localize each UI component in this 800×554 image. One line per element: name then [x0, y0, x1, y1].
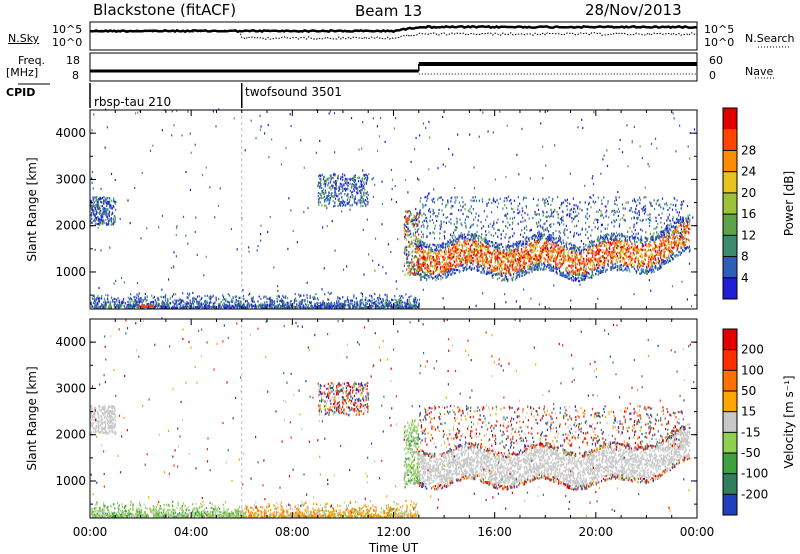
colorbar-swatch	[723, 411, 737, 433]
colorbar-tick: -100	[741, 467, 768, 481]
power-panel	[89, 107, 738, 310]
date-title: 28/Nov/2013	[585, 1, 682, 19]
colorbar-tick: 20	[741, 186, 756, 200]
nave-label: Nave	[745, 65, 774, 78]
velocity-panel	[89, 317, 738, 519]
y-tick-label: 4000	[55, 126, 86, 140]
y-tick-label: 3000	[55, 381, 86, 395]
colorbar-swatch	[723, 277, 737, 300]
freq-tick-low: 8	[72, 69, 79, 82]
nsky-label: N.Sky	[8, 32, 40, 45]
colorbar-swatch	[723, 349, 737, 371]
freq-label: Freq.	[18, 54, 46, 67]
y-tick-label: 1000	[55, 474, 86, 488]
colorbar-tick: -50	[741, 446, 761, 460]
colorbar-tick: -200	[741, 487, 768, 501]
colorbar-swatch	[723, 235, 737, 258]
y-tick-label: 2000	[55, 219, 86, 233]
colorbar-label: Velocity [m s⁻¹]	[782, 375, 796, 468]
colorbar-swatch	[723, 432, 737, 454]
colorbar-tick: 12	[741, 228, 756, 242]
colorbar-swatch	[723, 192, 737, 215]
colorbar-swatch	[723, 473, 737, 495]
nsky-tick-low: 10^0	[52, 36, 83, 49]
freq-unit: [MHz]	[6, 66, 39, 79]
freq-tick-high: 18	[66, 54, 80, 67]
cpid-segment-2: twofsound 3501	[245, 85, 342, 99]
colorbar-tick: 4	[741, 271, 749, 285]
colorbar-swatch	[723, 391, 737, 413]
nsearch-label: N.Search	[745, 32, 795, 45]
colorbar-tick: 28	[741, 143, 756, 157]
nave-tick-low: 0	[709, 69, 716, 82]
x-tick-label: 16:00	[477, 525, 512, 539]
colorbar-tick: 15	[741, 405, 756, 419]
colorbar-swatch	[723, 150, 737, 173]
nsky-trace	[90, 24, 698, 34]
colorbar-tick: -15	[741, 425, 761, 439]
colorbar-swatch	[723, 329, 737, 351]
colorbar-tick: 16	[741, 207, 756, 221]
y-tick-label: 2000	[55, 428, 86, 442]
y-axis-label: Slant Range [km]	[25, 157, 39, 261]
y-tick-label: 1000	[55, 265, 86, 279]
cpid-segment-1: rbsp-tau 210	[94, 95, 172, 109]
x-tick-label: 12:00	[376, 525, 411, 539]
colorbar-tick: 200	[741, 343, 764, 357]
freq-panel	[89, 52, 698, 82]
station-title: Blackstone (fitACF)	[93, 1, 237, 19]
colorbar-tick: 8	[741, 250, 749, 264]
y-tick-label: 3000	[55, 172, 86, 186]
colorbar-swatch	[723, 494, 737, 516]
nsky-tick-high: 10^5	[52, 23, 83, 36]
colorbar-swatch	[723, 108, 737, 130]
colorbar-swatch	[723, 171, 737, 194]
colorbar-tick: 50	[741, 384, 756, 398]
y-tick-label: 4000	[55, 335, 86, 349]
x-tick-label: 20:00	[579, 525, 614, 539]
nave-tick-high: 60	[709, 54, 723, 67]
colorbar-label: Power [dB]	[782, 171, 796, 236]
colorbar-swatch	[723, 370, 737, 392]
y-axis-label: Slant Range [km]	[25, 366, 39, 470]
colorbar-tick: 24	[741, 165, 756, 179]
x-axis-label: Time UT	[368, 541, 419, 554]
colorbar-swatch	[723, 214, 737, 236]
colorbar-swatch	[723, 256, 737, 279]
nsearch-tick-low: 10^0	[704, 36, 735, 49]
x-tick-label: 04:00	[174, 525, 209, 539]
colorbar-swatch	[723, 129, 737, 151]
x-tick-label: 00:00	[680, 525, 715, 539]
colorbar-tick: 100	[741, 363, 764, 377]
x-tick-label: 00:00	[73, 525, 108, 539]
cpid-label: CPID	[6, 86, 36, 99]
beam-title: Beam 13	[355, 2, 423, 20]
noise-panel	[89, 21, 698, 51]
colorbar-swatch	[723, 453, 737, 475]
x-tick-label: 08:00	[275, 525, 310, 539]
nsearch-tick-high: 10^5	[704, 23, 735, 36]
